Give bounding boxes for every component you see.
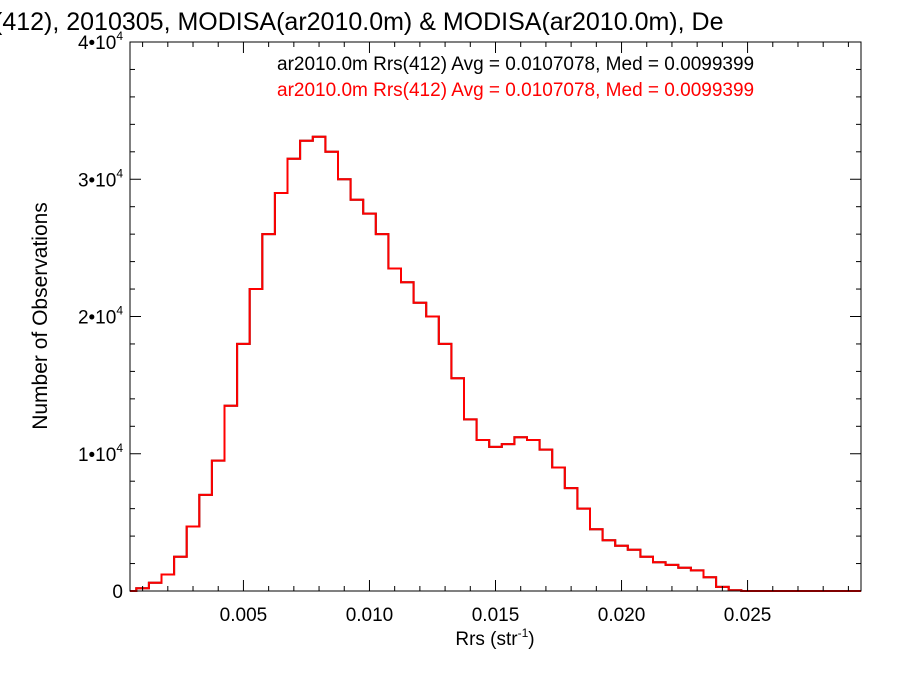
- y-axis-label: Number of Observations: [29, 202, 52, 430]
- plot-frame: [129, 41, 862, 592]
- y-tick-label-2: 2•104: [78, 304, 123, 329]
- series-line-1: [130, 135, 861, 592]
- x-tick-label-4: 0.025: [724, 605, 772, 626]
- y-tick-label-3: 3•104: [78, 166, 123, 191]
- y-tick-label-4: 4•104: [78, 29, 123, 54]
- x-tick-label-3: 0.020: [598, 605, 646, 626]
- y-tick-label-1: 1•104: [78, 441, 123, 466]
- x-tick-label-2: 0.015: [472, 605, 520, 626]
- series-layer: [130, 135, 861, 592]
- axis-layer: 0.005 0.010 0.015 0.020 0.025 0 1•104 2•104 3•10…: [78, 29, 861, 626]
- legend-annotation-black: ar2010.0m Rrs(412) Avg = 0.0107078, Med …: [277, 54, 754, 75]
- x-tick-label-0: 0.005: [220, 605, 268, 626]
- chart-title: (412), 2010305, MODISA(ar2010.0m) & MODI…: [0, 8, 723, 36]
- x-axis-label: Rrs (str-1): [455, 626, 534, 650]
- y-tick-label-0: 0: [112, 582, 123, 603]
- x-tick-label-1: 0.010: [346, 605, 394, 626]
- legend-annotation-red: ar2010.0m Rrs(412) Avg = 0.0107078, Med …: [277, 80, 754, 101]
- series-line-0: [130, 135, 861, 592]
